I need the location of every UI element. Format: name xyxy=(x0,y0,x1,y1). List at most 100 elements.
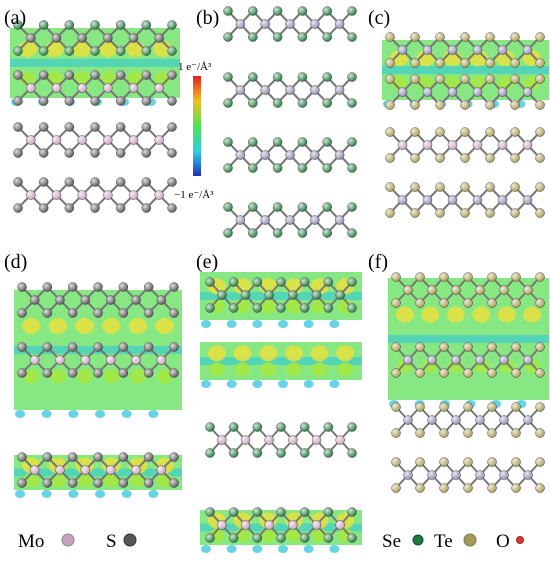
density-blob xyxy=(68,410,79,418)
atom-shine xyxy=(169,282,179,292)
atom-shine xyxy=(64,20,74,30)
atom-shine xyxy=(310,19,320,29)
atom-shine xyxy=(535,272,545,282)
atom-shine xyxy=(64,148,74,158)
density-blob xyxy=(259,345,278,362)
atom-shine xyxy=(347,228,357,238)
atom-shine xyxy=(347,98,357,108)
atom-shine xyxy=(460,100,470,110)
atom-shine xyxy=(463,368,473,378)
atom-shine xyxy=(310,85,320,95)
atom-shine xyxy=(335,19,345,29)
atom-shine xyxy=(403,285,413,295)
atom-shine xyxy=(252,303,262,313)
atom-shine xyxy=(347,163,357,173)
atom-shine xyxy=(90,46,100,56)
atom-shine xyxy=(264,520,274,530)
atom-shine xyxy=(90,20,100,30)
legend-label: Te xyxy=(434,531,453,552)
atom-shine xyxy=(475,285,485,295)
density-blob xyxy=(329,380,340,388)
atom-shine xyxy=(463,342,473,352)
atom-shine xyxy=(510,100,520,110)
atom-shine xyxy=(129,83,138,93)
atom-shine xyxy=(118,308,128,318)
atom-shine xyxy=(68,368,78,378)
atom-shine xyxy=(90,70,100,80)
atom-shine xyxy=(347,448,357,458)
atom-shine xyxy=(141,148,151,158)
atom-shine xyxy=(385,74,395,84)
atom-shine xyxy=(39,177,49,187)
panel-label: (d) xyxy=(4,251,27,273)
atom-shine xyxy=(273,98,283,108)
atom-shine xyxy=(439,368,449,378)
atom-shine xyxy=(335,85,345,95)
atom-shine xyxy=(39,70,49,80)
density-blob xyxy=(286,299,302,314)
atom-shine xyxy=(391,483,401,493)
atom-shine xyxy=(276,448,286,458)
atom-shine xyxy=(535,182,545,192)
atom-shine xyxy=(30,465,40,475)
atom-shine xyxy=(391,368,401,378)
atom-shine xyxy=(499,355,509,365)
atom-shine xyxy=(17,308,27,318)
density-blob xyxy=(497,76,514,91)
atom-shine xyxy=(26,83,36,93)
atom-shine xyxy=(322,6,332,16)
atom-shine xyxy=(423,87,432,97)
density-blob xyxy=(226,320,237,328)
atom-shine xyxy=(423,140,432,150)
density-blob xyxy=(99,41,118,57)
atom-shine xyxy=(42,478,52,488)
atom-shine xyxy=(511,342,521,352)
atom-shine xyxy=(347,32,357,42)
atom-shine xyxy=(297,98,307,108)
atom-shine xyxy=(131,295,141,305)
atom-shine xyxy=(90,203,100,213)
atom-shine xyxy=(323,422,333,432)
atom-shine xyxy=(439,428,449,438)
atom-shine xyxy=(487,368,497,378)
atom-shine xyxy=(473,140,482,150)
atom-shine xyxy=(451,355,461,365)
atom-shine xyxy=(252,448,262,458)
atom-shine xyxy=(80,465,90,475)
atom-shine xyxy=(30,355,40,365)
atom-shine xyxy=(475,415,485,425)
atom-shine xyxy=(235,150,245,160)
atom-shine xyxy=(415,342,425,352)
legend-label: Mo xyxy=(18,531,44,552)
atom-shine xyxy=(448,195,457,205)
density-blob xyxy=(15,410,25,418)
atom-shine xyxy=(288,520,298,530)
atom-shine xyxy=(398,195,407,205)
atom-shine xyxy=(229,533,239,543)
atom-shine xyxy=(156,465,166,475)
atom-shine xyxy=(129,190,138,200)
atom-shine xyxy=(169,308,179,318)
panel-label: (b) xyxy=(196,7,219,29)
atom-shine xyxy=(229,422,239,432)
atom-shine xyxy=(451,415,461,425)
density-blob xyxy=(76,369,93,384)
atom-shine xyxy=(141,177,151,187)
atom-shine xyxy=(439,457,449,467)
atom-shine xyxy=(154,135,164,145)
atom-shine xyxy=(116,203,126,213)
density-blob xyxy=(446,306,465,323)
atom-shine xyxy=(116,177,126,187)
atom-shine xyxy=(248,6,258,16)
panel-label: (e) xyxy=(196,251,218,273)
density-band xyxy=(200,357,362,365)
atom-shine xyxy=(391,428,401,438)
atom-shine xyxy=(347,422,357,432)
atom-shine xyxy=(448,87,457,97)
legend-atom xyxy=(412,534,424,546)
density-blob xyxy=(102,318,121,334)
density-blob xyxy=(303,545,314,553)
atom-shine xyxy=(252,422,262,432)
atom-shine xyxy=(156,295,166,305)
density-blob xyxy=(23,369,40,384)
